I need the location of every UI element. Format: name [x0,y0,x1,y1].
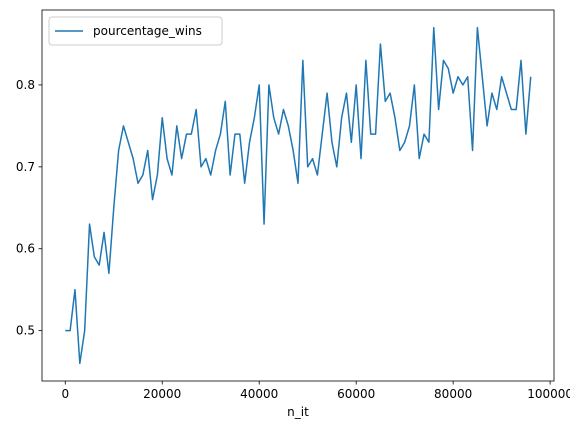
axes-frame [41,9,555,382]
series-line-pourcentage-wins [65,26,532,365]
x-tick-label: 0 [61,387,69,401]
y-axis: 0.5 0.6 0.7 0.8 [16,78,42,338]
x-tick-label: 80000 [434,387,472,401]
x-axis-label: n_it [287,405,309,419]
x-tick-label: 20000 [143,387,181,401]
y-tick-label: 0.8 [16,78,35,92]
y-tick-label: 0.6 [16,242,35,256]
y-tick-label: 0.7 [16,160,35,174]
x-axis: 0 20000 40000 60000 80000 100000 [61,381,570,401]
legend: pourcentage_wins [48,16,223,46]
legend-entry-label: pourcentage_wins [93,24,202,38]
x-tick-label: 100000 [527,387,570,401]
x-tick-label: 60000 [337,387,375,401]
y-tick-label: 0.5 [16,324,35,338]
x-tick-label: 40000 [240,387,278,401]
series-layer [65,26,532,365]
legend-box [48,16,223,46]
